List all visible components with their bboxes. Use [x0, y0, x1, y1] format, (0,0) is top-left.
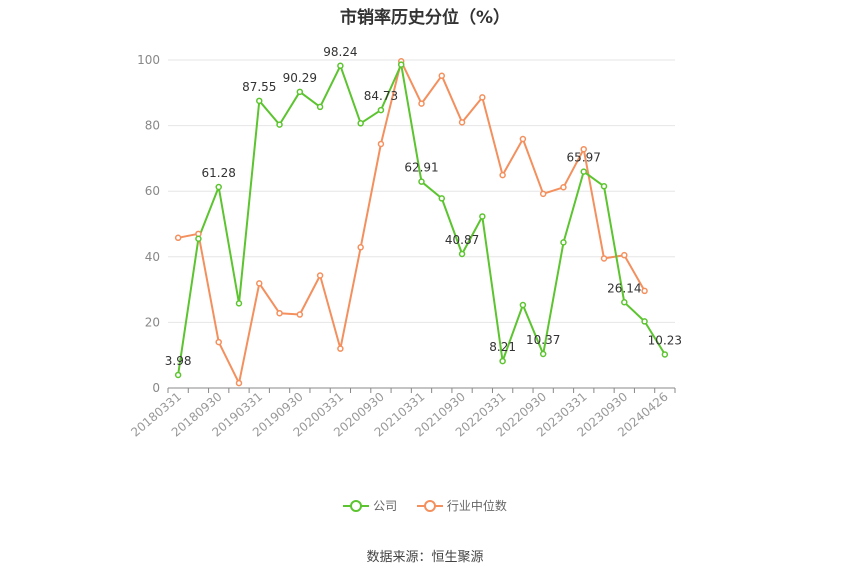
legend-company-line-icon — [343, 499, 370, 512]
data-point-company — [600, 183, 608, 190]
data-point-industry — [357, 244, 364, 251]
data-label: 90.29 — [283, 71, 317, 85]
y-tick-label: 80 — [145, 119, 160, 133]
data-label: 65.97 — [567, 151, 601, 165]
data-point-industry — [174, 234, 182, 242]
legend-industry-line-icon — [416, 499, 443, 512]
data-point-company — [256, 97, 263, 105]
data-point-company — [641, 318, 648, 325]
data-label: 26.14 — [607, 281, 641, 295]
data-point-company — [661, 351, 669, 358]
data-label: 84.73 — [364, 89, 398, 103]
data-point-industry — [580, 145, 587, 153]
data-point-industry — [215, 338, 222, 346]
data-point-industry — [499, 171, 506, 179]
y-tick-label: 100 — [137, 53, 160, 67]
y-tick-label: 40 — [145, 250, 160, 264]
data-point-industry — [377, 140, 385, 148]
data-point-industry — [418, 100, 425, 107]
data-point-company — [519, 301, 527, 309]
data-point-industry — [519, 135, 527, 143]
y-tick-label: 60 — [145, 184, 160, 198]
data-point-company — [235, 300, 243, 307]
data-point-company — [539, 350, 547, 358]
data-point-industry — [256, 280, 263, 287]
chart-title: 市销率历史分位（%） — [339, 8, 511, 28]
data-point-company — [337, 62, 344, 70]
data-point-industry — [458, 119, 466, 126]
data-label: 87.55 — [242, 80, 276, 94]
data-point-industry — [641, 287, 648, 295]
data-point-industry — [438, 72, 446, 79]
data-point-industry — [621, 251, 628, 259]
data-label: 3.98 — [165, 354, 192, 368]
data-label: 40.87 — [445, 233, 479, 247]
data-point-industry — [539, 190, 547, 198]
data-point-industry — [337, 345, 344, 352]
data-point-company — [560, 239, 567, 246]
data-point-company — [377, 106, 385, 114]
data-point-industry — [316, 272, 324, 279]
series-line-industry — [177, 60, 646, 385]
data-point-industry — [296, 311, 304, 318]
y-tick-label: 0 — [152, 381, 160, 395]
legend-item-company[interactable]: 公司 — [343, 497, 397, 514]
data-label: 61.28 — [202, 166, 236, 180]
data-point-company — [479, 213, 486, 220]
data-point-industry — [600, 255, 608, 262]
legend-industry-label: 行业中位数 — [446, 499, 507, 513]
data-point-industry — [479, 94, 486, 101]
data-point-company — [174, 371, 182, 379]
data-point-company — [316, 103, 324, 111]
data-point-industry — [560, 184, 567, 191]
data-point-company — [357, 120, 364, 127]
data-point-industry — [276, 309, 283, 317]
data-point-company — [458, 250, 466, 258]
data-source: 数据来源：恒生聚源 — [366, 550, 484, 565]
chart-legend: 公司 行业中位数 — [0, 497, 850, 516]
data-point-company — [621, 299, 628, 306]
data-label: 8.21 — [489, 340, 516, 354]
data-point-company — [397, 61, 405, 68]
data-point-company — [418, 178, 425, 185]
data-point-company — [438, 195, 446, 202]
data-label: 98.24 — [323, 45, 357, 59]
data-point-company — [215, 183, 222, 191]
data-point-company — [580, 168, 587, 175]
y-tick-label: 20 — [145, 315, 160, 329]
data-point-company — [276, 121, 283, 128]
data-label: 10.37 — [526, 333, 560, 347]
data-label: 10.23 — [648, 333, 682, 347]
data-label: 62.91 — [404, 161, 438, 175]
data-point-company — [499, 357, 506, 365]
legend-company-label: 公司 — [373, 499, 398, 513]
data-point-industry — [235, 379, 243, 387]
legend-item-industry[interactable]: 行业中位数 — [416, 497, 507, 514]
data-point-company — [296, 88, 304, 96]
data-point-company — [195, 235, 202, 243]
